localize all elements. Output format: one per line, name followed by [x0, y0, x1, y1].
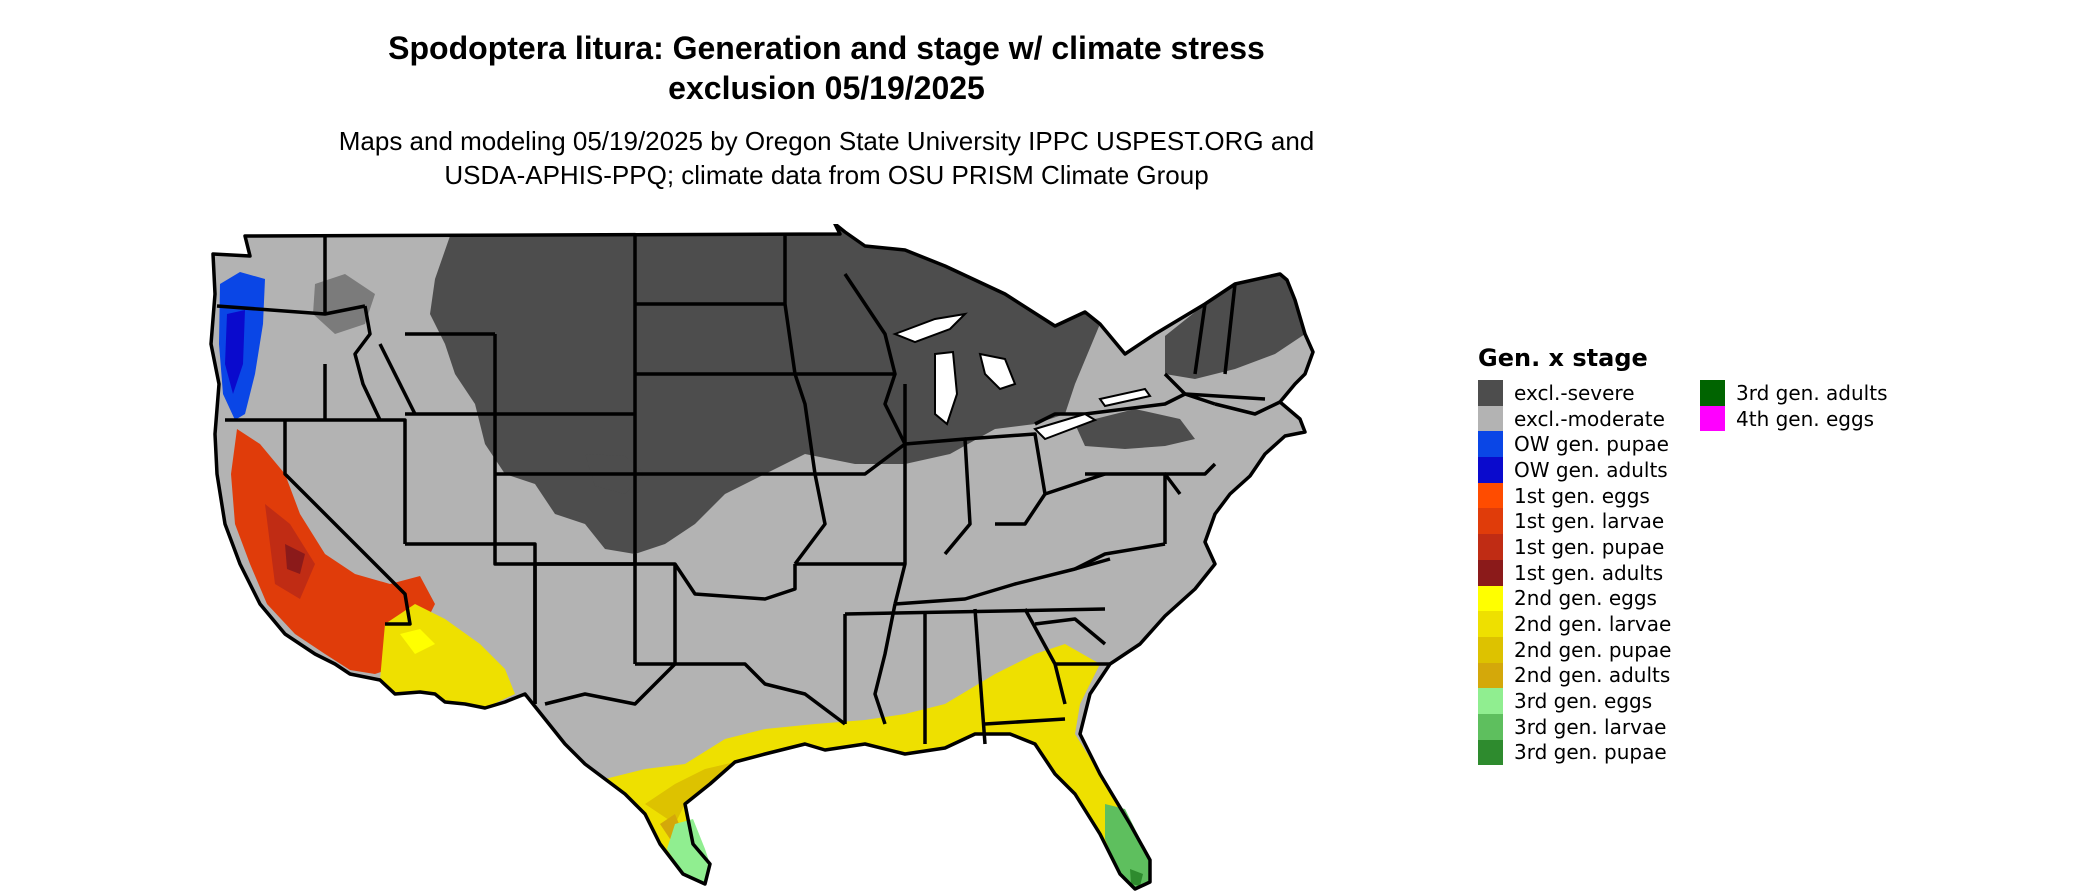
legend-swatch	[1478, 688, 1503, 714]
legend-column-2: 3rd gen. adults 4th gen. eggs	[1700, 380, 1887, 432]
legend-label: excl.-moderate	[1514, 406, 1665, 431]
legend-swatch	[1700, 405, 1725, 432]
first-gen-regions	[231, 429, 435, 674]
legend-item: 3rd gen. adults	[1700, 380, 1887, 406]
map-title-line-1: Spodoptera litura: Generation and stage …	[388, 30, 1265, 66]
legend-item: 1st gen. pupae	[1478, 534, 1671, 560]
map-subtitle-line-1: Maps and modeling 05/19/2025 by Oregon S…	[338, 126, 1315, 156]
map-subtitle-line-2: USDA-APHIS-PPQ; climate data from OSU PR…	[444, 160, 1209, 190]
legend-item: 2nd gen. adults	[1478, 662, 1671, 689]
legend-label: excl.-severe	[1514, 380, 1635, 405]
legend-label: 2nd gen. eggs	[1514, 586, 1657, 611]
legend-item: 1st gen. larvae	[1478, 508, 1671, 535]
legend-swatch	[1478, 636, 1503, 663]
legend-item: excl.-moderate	[1478, 405, 1671, 432]
legend-swatch	[1478, 713, 1503, 740]
legend-item: 1st gen. adults	[1478, 559, 1671, 586]
legend-swatch	[1478, 482, 1503, 509]
legend-label: 3rd gen. pupae	[1514, 740, 1667, 765]
third-gen-regions	[667, 804, 1150, 889]
second-gen-sw	[380, 604, 515, 708]
legend-item: OW gen. pupae	[1478, 431, 1671, 458]
legend-label: 2nd gen. pupae	[1514, 637, 1672, 662]
legend-label: 2nd gen. larvae	[1514, 612, 1672, 637]
legend-label: 1st gen. larvae	[1514, 509, 1665, 534]
legend-swatch	[1478, 611, 1503, 637]
legend-swatch	[1478, 380, 1503, 406]
severe-exclusion-regions	[313, 224, 1305, 554]
map-title: Spodoptera litura: Generation and stage …	[0, 28, 1653, 108]
legend-swatch	[1700, 380, 1725, 406]
legend-item: 2nd gen. pupae	[1478, 636, 1672, 663]
legend-label: 1st gen. pupae	[1514, 534, 1665, 559]
legend-label: OW gen. pupae	[1514, 432, 1669, 457]
legend-item: 3rd gen. pupae	[1478, 739, 1671, 766]
legend-swatch	[1478, 457, 1503, 483]
legend-swatch	[1478, 534, 1503, 560]
legend-item: 1st gen. eggs	[1478, 482, 1671, 509]
state-boundaries	[209, 224, 1315, 891]
legend-label: 1st gen. adults	[1514, 560, 1664, 585]
legend-item: 3rd gen. eggs	[1478, 688, 1671, 714]
legend-item: excl.-severe	[1478, 380, 1671, 406]
map-subtitle: Maps and modeling 05/19/2025 by Oregon S…	[0, 124, 1653, 192]
legend-label: 3rd gen. eggs	[1514, 689, 1653, 714]
legend-swatch	[1478, 739, 1503, 766]
legend-swatch	[1478, 585, 1503, 612]
legend-swatch	[1478, 405, 1503, 432]
map-title-line-2: exclusion 05/19/2025	[668, 70, 985, 106]
legend-swatch	[1478, 431, 1503, 458]
us-map	[209, 224, 1315, 891]
legend-label: OW gen. adults	[1514, 457, 1668, 482]
legend-item: 2nd gen. eggs	[1478, 585, 1671, 612]
legend-item: 3rd gen. larvae	[1478, 713, 1671, 740]
legend-column-1: excl.-severe excl.-moderate OW gen. pupae O…	[1478, 380, 1672, 766]
legend-label: 2nd gen. adults	[1514, 663, 1671, 688]
legend-swatch	[1478, 508, 1503, 535]
legend-item: 2nd gen. larvae	[1478, 611, 1671, 637]
legend-swatch	[1478, 559, 1503, 586]
legend-swatch	[1478, 662, 1503, 689]
great-lakes	[892, 312, 1152, 441]
legend-label: 1st gen. eggs	[1514, 483, 1650, 508]
legend-label: 4th gen. eggs	[1736, 406, 1875, 431]
legend-item: OW gen. adults	[1478, 457, 1671, 483]
legend-label: 3rd gen. adults	[1736, 380, 1888, 405]
legend-label: 3rd gen. larvae	[1514, 714, 1667, 739]
legend-item: 4th gen. eggs	[1700, 405, 1887, 432]
legend-title: Gen. x stage	[1478, 344, 1648, 372]
